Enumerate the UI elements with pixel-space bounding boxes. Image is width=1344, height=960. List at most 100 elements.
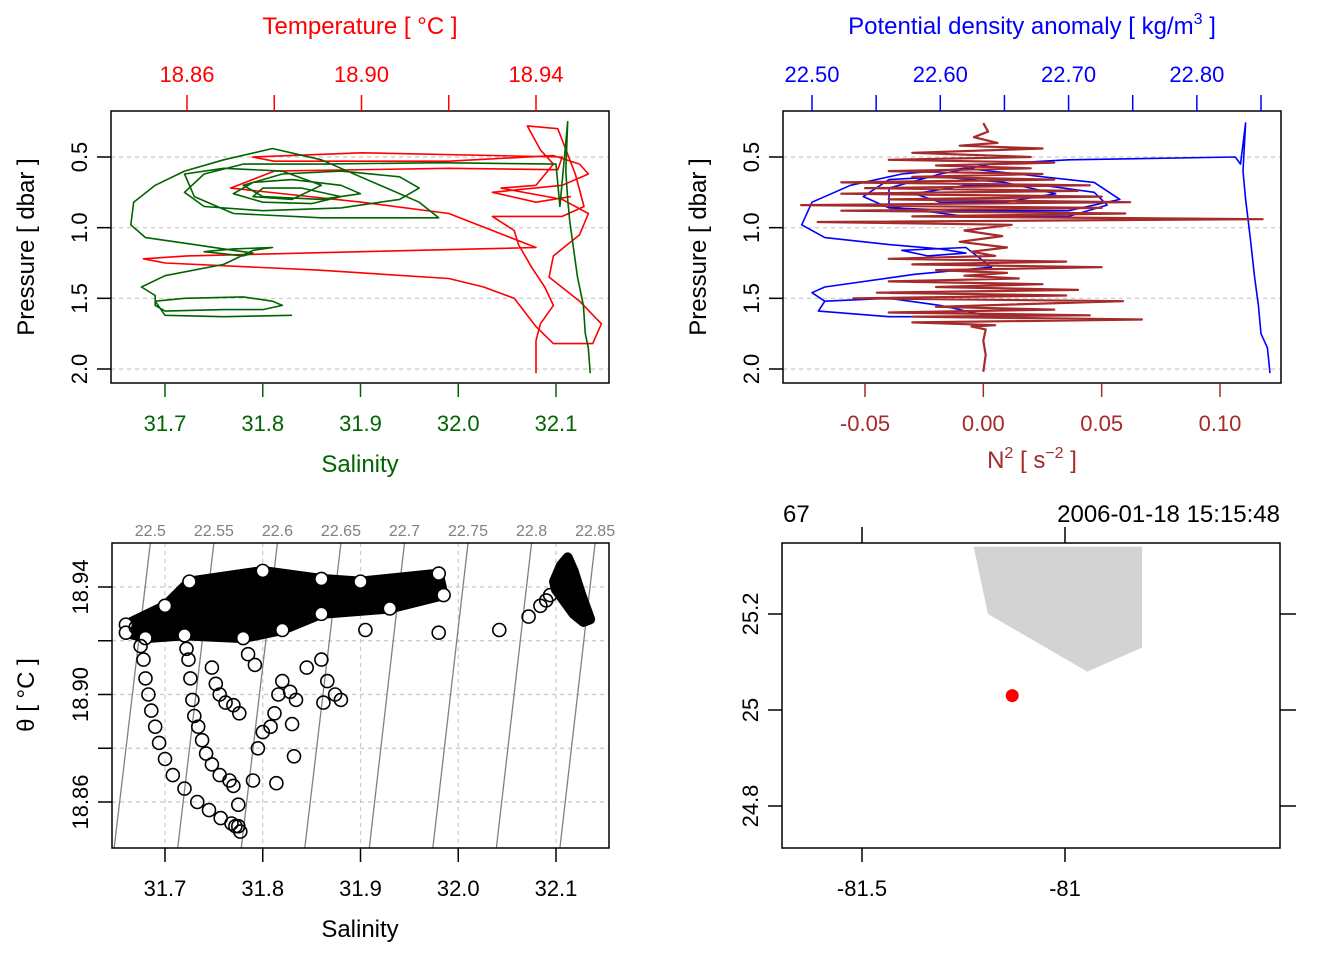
p1-y-tick-label: 1.0	[67, 212, 92, 243]
isopycnal-line	[113, 543, 151, 848]
ts-point	[255, 563, 271, 579]
p4-x-tick-label: -81	[1049, 876, 1081, 901]
p2-xlabel-mid: [ s	[1013, 447, 1045, 474]
p2-top-tick-label: 22.80	[1169, 62, 1224, 87]
ts-point	[235, 630, 251, 646]
ts-point	[284, 716, 300, 732]
p2-series	[799, 122, 1271, 374]
ts-point	[181, 652, 196, 667]
p1-axes: 31.7 31.8 31.9 32.0 32.1 18.86 18.90 18.94 0.5 1.…	[67, 62, 577, 436]
ts-point	[179, 641, 194, 657]
ts-point	[245, 773, 261, 788]
p4-x-tick-label: -81.5	[837, 876, 887, 901]
ts-point	[288, 692, 304, 708]
p1-x-axis-title: Salinity	[321, 451, 398, 478]
ts-point	[185, 692, 200, 708]
p1-y-tick-label: 0.5	[67, 142, 92, 173]
p1-y-tick-label: 1.5	[67, 283, 92, 314]
ts-point	[232, 705, 247, 721]
p3-x-tick-label: 31.8	[241, 876, 284, 901]
isopycnal-line	[432, 543, 469, 848]
p1-top-tick-label: 18.94	[508, 62, 563, 87]
p3-points	[118, 552, 596, 839]
isopycnal-label: 22.75	[448, 523, 488, 540]
ts-point	[333, 692, 349, 708]
p2-x-tick-label: 0.05	[1080, 411, 1123, 436]
ts-point	[147, 719, 163, 735]
p1-top-tick-label: 18.86	[159, 62, 214, 87]
ts-point	[204, 757, 220, 772]
p4-frame	[781, 542, 1281, 849]
ts-point	[224, 816, 239, 831]
ts-point	[141, 687, 156, 702]
ts-point	[542, 587, 558, 603]
p3-y-tick-label: 18.86	[68, 774, 93, 829]
ts-point	[431, 625, 447, 641]
temperature-line	[142, 125, 603, 374]
p2-top-tick-label: 22.60	[913, 62, 968, 87]
panel-ts-diagram: 22.5 22.55 22.6 22.65 22.7 22.75 22.8 22.85 31.7…	[13, 523, 615, 943]
ts-point	[177, 781, 192, 796]
p2-y-tick-label: 1.5	[739, 283, 764, 314]
p2-x-axis-title: N2 [ s−2 ]	[987, 445, 1077, 474]
p1-series	[130, 120, 603, 374]
p2-y-tick-label: 1.0	[739, 212, 764, 243]
n2-line	[799, 122, 1264, 372]
p3-x-axis-title: Salinity	[321, 916, 398, 943]
ts-point	[436, 587, 451, 603]
p2-top-title-main: Potential density anomaly [ kg/m	[848, 13, 1194, 40]
isopycnal-label: 22.6	[262, 523, 293, 540]
p1-top-tick-label: 18.90	[334, 62, 389, 87]
dense-point-blob	[549, 552, 596, 627]
ts-point	[218, 695, 233, 710]
ts-point	[201, 802, 217, 818]
ts-point	[231, 797, 246, 813]
p2-x-tick-label: 0.00	[962, 411, 1005, 436]
isopycnal-line	[495, 543, 533, 848]
ts-point	[382, 601, 398, 616]
station-time-label: 2006-01-18 15:15:48	[1057, 501, 1280, 528]
isopycnal-label: 22.85	[575, 523, 615, 540]
ts-point	[133, 638, 148, 654]
panel-density-n2-profile: -0.05 0.00 0.05 0.10 22.50 22.60 22.70 22.80 0.5…	[685, 11, 1282, 474]
p1-x-tick-label: 31.7	[144, 411, 187, 436]
p3-x-tick-label: 32.1	[535, 876, 578, 901]
isopycnal-label: 22.5	[135, 523, 166, 540]
p4-station	[1005, 689, 1019, 703]
ts-point	[269, 775, 284, 791]
ts-point	[128, 619, 143, 635]
ts-point	[136, 652, 151, 667]
p1-x-tick-label: 32.1	[535, 411, 578, 436]
ts-point	[491, 622, 507, 638]
isopycnal-line	[559, 543, 596, 848]
p2-top-axis-title: Potential density anomaly [ kg/m3 ]	[848, 11, 1216, 40]
p1-x-tick-label: 31.9	[339, 411, 382, 436]
station-id-label: 67	[783, 501, 810, 528]
ts-point	[212, 767, 227, 783]
ts-point	[228, 818, 243, 834]
p3-y-tick-label: 18.94	[68, 559, 93, 614]
isopycnal-label: 22.65	[321, 523, 361, 540]
p4-y-tick-label: 25.2	[738, 593, 763, 636]
ts-point	[144, 703, 159, 718]
ts-point	[255, 724, 271, 740]
ts-point	[157, 598, 173, 614]
p1-top-axis-title: Temperature [ °C ]	[263, 13, 458, 40]
ts-point	[314, 606, 329, 622]
p2-frame	[782, 110, 1282, 384]
p3-x-tick-label: 32.0	[437, 876, 480, 901]
station-marker	[1005, 689, 1019, 703]
density-line	[800, 122, 1271, 374]
ts-point	[250, 740, 266, 756]
ts-point	[157, 751, 173, 767]
ts-point	[314, 652, 329, 667]
ts-point	[204, 660, 220, 675]
ts-point	[247, 657, 263, 673]
p2-top-tick-label: 22.70	[1041, 62, 1096, 87]
p3-axes: 22.5 22.55 22.6 22.65 22.7 22.75 22.8 22.85 31.7…	[68, 523, 615, 901]
ts-point	[183, 671, 198, 686]
ts-point	[263, 719, 278, 735]
ts-point	[233, 824, 248, 839]
p2-axes: -0.05 0.00 0.05 0.10 22.50 22.60 22.70 22.80 0.5…	[739, 62, 1262, 436]
